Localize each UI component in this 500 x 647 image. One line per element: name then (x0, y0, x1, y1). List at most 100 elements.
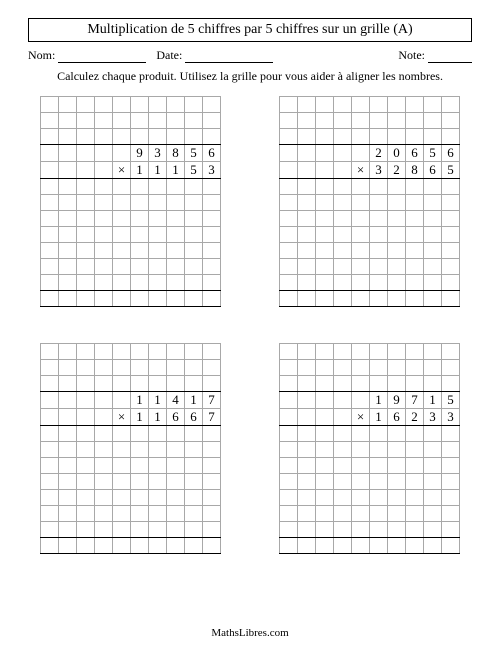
grid-cell (203, 490, 221, 506)
grid-cell (113, 259, 131, 275)
grid-cell (370, 442, 388, 458)
grid-cell (41, 195, 59, 211)
grid-cell (149, 360, 167, 376)
grid-cell (316, 506, 334, 522)
grid-cell (334, 291, 352, 307)
grid-cell (316, 129, 334, 145)
grid-cell (334, 442, 352, 458)
grid-cell (316, 426, 334, 442)
grid-cell (131, 360, 149, 376)
grid-cell (388, 291, 406, 307)
multiplication-grid: 19715×16233 (279, 343, 460, 554)
grid-cell (59, 409, 77, 426)
grid-cell (424, 360, 442, 376)
grid-cell (95, 506, 113, 522)
grid-cell (352, 490, 370, 506)
grid-cell (131, 538, 149, 554)
grid-cell (95, 195, 113, 211)
grid-cell (316, 291, 334, 307)
grid-cell (131, 275, 149, 291)
grid-cell (95, 344, 113, 360)
grid-cell (185, 97, 203, 113)
grid-cell (131, 113, 149, 129)
page-title: Multiplication de 5 chiffres par 5 chiff… (28, 18, 472, 42)
grid-cell (203, 227, 221, 243)
grid-cell: 1 (131, 409, 149, 426)
grid-cell (370, 227, 388, 243)
grid-cell (167, 275, 185, 291)
grid-cell: 1 (131, 162, 149, 179)
grid-cell (442, 442, 460, 458)
grid-cell (352, 474, 370, 490)
grid-cell (149, 243, 167, 259)
grid-cell (280, 344, 298, 360)
grid-cell (149, 291, 167, 307)
grid-cell (280, 522, 298, 538)
grid-cell (59, 392, 77, 409)
grid-cell (352, 243, 370, 259)
grid-cell (41, 522, 59, 538)
grid-cell (95, 409, 113, 426)
grid-cell (442, 360, 460, 376)
grid-cell (113, 474, 131, 490)
grid-cell (442, 458, 460, 474)
grid-cell (388, 195, 406, 211)
grid-cell (149, 97, 167, 113)
grid-cell (113, 97, 131, 113)
grid-cell (442, 195, 460, 211)
grid-cell (95, 360, 113, 376)
grid-cell (95, 538, 113, 554)
grid-cell (280, 227, 298, 243)
grid-cell (442, 538, 460, 554)
grid-cell (388, 129, 406, 145)
grid-cell (59, 129, 77, 145)
grid-cell: 0 (388, 145, 406, 162)
grid-cell (298, 426, 316, 442)
grid-cell (41, 113, 59, 129)
grid-cell (95, 259, 113, 275)
grid-cell: 3 (442, 409, 460, 426)
grid-cell (388, 490, 406, 506)
grids-container: 93856×1115320656×3286511417×1166719715×1… (28, 96, 472, 554)
grid-cell (59, 291, 77, 307)
grid-cell (352, 426, 370, 442)
grid-cell (442, 506, 460, 522)
grid-cell (95, 113, 113, 129)
grid-cell (59, 97, 77, 113)
grid-cell: 1 (424, 392, 442, 409)
grid-cell (298, 162, 316, 179)
grid-cell (442, 227, 460, 243)
grid-cell (370, 376, 388, 392)
grid-cell (113, 129, 131, 145)
grid-cell (167, 113, 185, 129)
grid-cell (113, 227, 131, 243)
grid-cell (203, 426, 221, 442)
grid-cell (131, 522, 149, 538)
grid-cell (131, 291, 149, 307)
grid-cell (185, 291, 203, 307)
date-label: Date: (156, 48, 182, 63)
grid-cell (388, 360, 406, 376)
grid-cell (298, 227, 316, 243)
grid-cell (131, 376, 149, 392)
grid-cell (424, 243, 442, 259)
grid-cell: 7 (203, 409, 221, 426)
grid-cell (95, 162, 113, 179)
grid-cell (149, 538, 167, 554)
grid-cell (406, 344, 424, 360)
grid-cell (388, 113, 406, 129)
grid-cell (334, 522, 352, 538)
grid-cell: 2 (370, 145, 388, 162)
grid-cell: 3 (203, 162, 221, 179)
grid-cell (149, 129, 167, 145)
grid-cell (41, 360, 59, 376)
grid-cell (280, 179, 298, 195)
grid-cell (316, 275, 334, 291)
grid-cell (334, 129, 352, 145)
grid-cell (424, 442, 442, 458)
grid-cell (113, 360, 131, 376)
grid-cell (280, 442, 298, 458)
grid-cell: 1 (149, 409, 167, 426)
grid-cell (131, 195, 149, 211)
grid-cell (424, 426, 442, 442)
